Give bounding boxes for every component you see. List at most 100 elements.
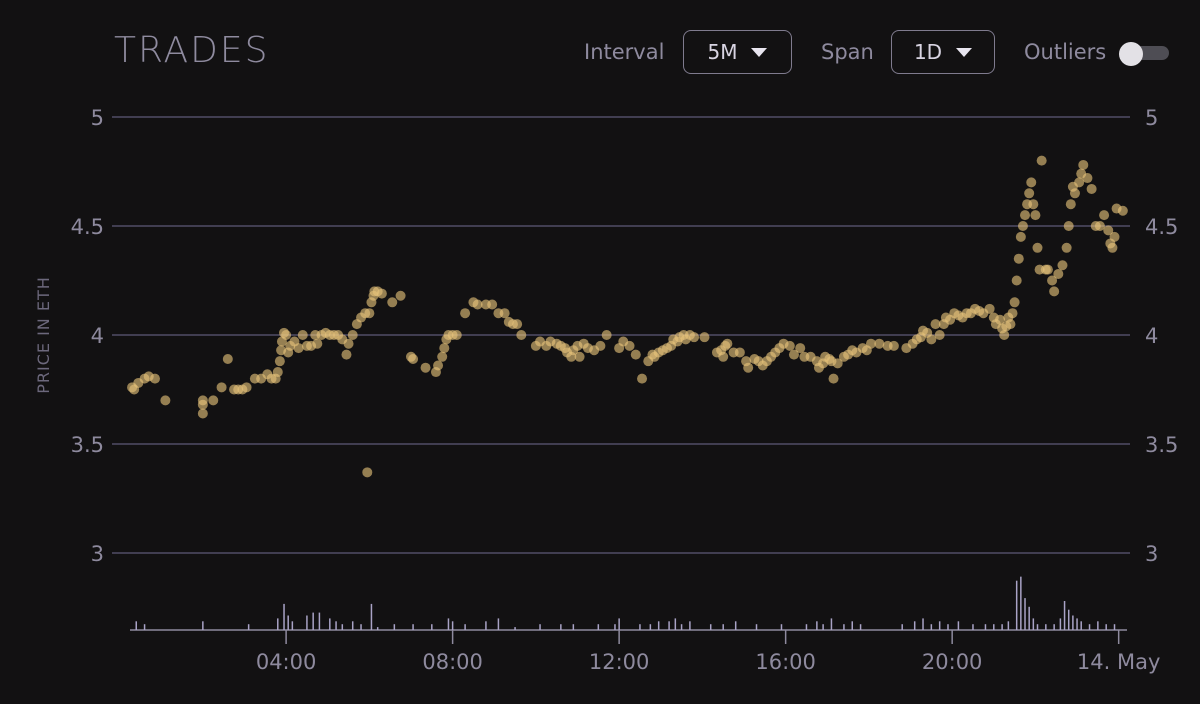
trade-point <box>312 338 323 349</box>
trade-point <box>1015 231 1026 242</box>
trade-point <box>437 351 448 362</box>
trade-point <box>160 395 171 406</box>
y-tick-label-left: 5 <box>91 106 104 130</box>
trade-point <box>1094 221 1105 231</box>
trade-point <box>460 308 471 319</box>
trade-point <box>472 299 483 310</box>
trade-point <box>1028 199 1039 210</box>
chevron-down-icon <box>956 47 973 57</box>
trade-point <box>1074 177 1085 188</box>
trade-point <box>197 395 208 406</box>
y-tick-label-right: 4.5 <box>1145 215 1178 239</box>
trade-point <box>828 373 839 384</box>
trade-point <box>874 338 885 349</box>
trade-point <box>574 351 585 362</box>
y-tick-label-right: 3.5 <box>1145 433 1178 457</box>
trade-point <box>1069 188 1080 199</box>
trade-point <box>208 395 219 406</box>
trade-point <box>512 319 523 330</box>
y-tick-label-right: 4 <box>1145 324 1158 348</box>
y-axis-label: PRICE IN ETH <box>34 276 53 394</box>
y-tick-label-right: 5 <box>1145 106 1158 130</box>
trade-point <box>451 330 462 340</box>
trade-point <box>362 467 373 478</box>
trade-point <box>241 382 252 393</box>
page-title: TRADES <box>114 30 270 71</box>
y-tick-label-left: 3 <box>91 542 104 566</box>
trade-point <box>984 303 995 314</box>
trade-point <box>934 330 945 340</box>
trade-point <box>1030 210 1041 221</box>
trade-point <box>1065 199 1076 210</box>
trade-point <box>376 288 387 299</box>
trade-point <box>1099 210 1110 221</box>
trade-point <box>272 367 283 378</box>
trade-point <box>1063 221 1074 231</box>
trade-point <box>930 319 941 330</box>
trade-point <box>926 334 937 345</box>
trade-point <box>487 299 498 310</box>
span-label: Span <box>821 40 874 64</box>
trade-point <box>699 332 710 343</box>
trade-point <box>788 349 799 360</box>
trade-point <box>1047 275 1058 286</box>
trade-point <box>722 338 733 349</box>
trade-point <box>689 332 700 343</box>
trade-point <box>347 330 358 340</box>
trade-point <box>364 308 375 319</box>
trade-point <box>1107 242 1118 253</box>
interval-label: Interval <box>584 40 665 64</box>
trade-point <box>222 353 233 364</box>
trade-point <box>293 343 304 354</box>
trade-point <box>1013 253 1024 264</box>
y-tick-label-right: 3 <box>1145 542 1158 566</box>
outliers-toggle[interactable] <box>1119 42 1169 66</box>
y-tick-label-left: 4.5 <box>71 215 104 239</box>
interval-dropdown[interactable]: 5M <box>683 30 792 74</box>
trade-point <box>1057 260 1068 271</box>
x-tick-label: 14. May <box>1077 650 1161 674</box>
x-tick-label: 04:00 <box>256 650 317 674</box>
trade-point <box>499 308 510 319</box>
trade-point <box>995 314 1006 325</box>
trade-point <box>1109 231 1120 242</box>
trade-point <box>1005 319 1016 330</box>
trade-point <box>439 343 450 354</box>
trade-point <box>1117 205 1128 216</box>
outliers-label: Outliers <box>1024 40 1107 64</box>
trade-point <box>743 362 754 373</box>
trade-point <box>1036 155 1047 166</box>
trade-point <box>1024 188 1035 199</box>
trade-point <box>1049 286 1060 297</box>
toggle-knob <box>1119 42 1143 66</box>
x-tick-label: 12:00 <box>589 650 650 674</box>
trade-point <box>1053 268 1064 279</box>
trade-point <box>274 356 285 367</box>
trade-point <box>1032 242 1043 253</box>
x-tick-label: 20:00 <box>922 650 983 674</box>
trade-point <box>1061 242 1072 253</box>
trade-point <box>516 330 527 340</box>
trade-point <box>795 343 806 354</box>
trade-point <box>197 408 208 419</box>
trade-point <box>387 297 398 308</box>
trade-point <box>281 330 292 340</box>
chevron-down-icon <box>751 47 768 57</box>
trade-point <box>395 290 406 301</box>
trade-point <box>999 330 1010 340</box>
x-tick-label: 08:00 <box>422 650 483 674</box>
trade-point <box>433 360 444 371</box>
trade-point <box>734 347 745 358</box>
trade-point <box>1026 177 1037 188</box>
trade-point <box>420 362 431 373</box>
trade-point <box>149 373 160 384</box>
trade-point <box>1086 183 1097 194</box>
span-dropdown[interactable]: 1D <box>891 30 995 74</box>
trade-point <box>888 340 899 351</box>
trade-point <box>1007 308 1018 319</box>
trade-point <box>297 330 308 340</box>
y-tick-label-left: 3.5 <box>71 433 104 457</box>
trade-point <box>1009 297 1020 308</box>
trade-point <box>784 340 795 351</box>
